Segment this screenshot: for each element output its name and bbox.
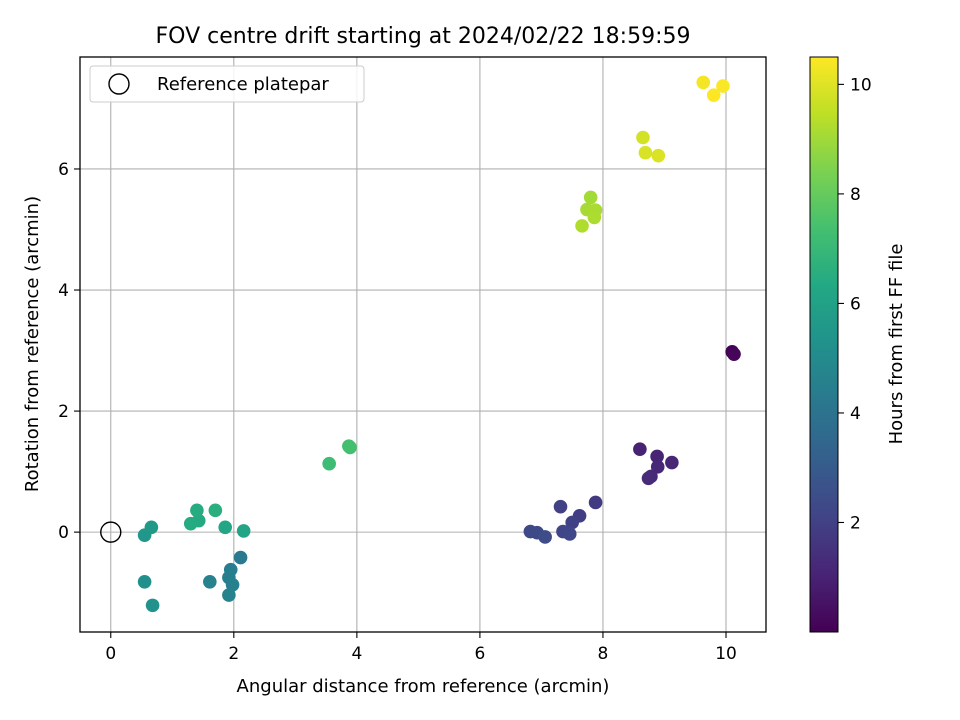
scatter-point: [553, 499, 568, 514]
scatter-point: [225, 577, 240, 592]
scatter-point: [208, 503, 223, 518]
x-axis-ticks: 0 2 4 6 8 10: [105, 632, 737, 664]
scatter-point: [706, 88, 721, 102]
x-tick-label: 4: [351, 644, 362, 664]
x-tick-label: 10: [715, 644, 737, 664]
chart-title: FOV centre drift starting at 2024/02/22 …: [156, 24, 691, 49]
scatter-point: [638, 145, 653, 160]
x-tick-label: 6: [474, 644, 485, 664]
legend-box: [89, 65, 365, 103]
scatter-point: [137, 574, 152, 589]
legend-marker-icon: [108, 73, 130, 95]
scatter-point: [636, 130, 650, 145]
colorbar-bar: [809, 56, 839, 633]
y-tick-label: 6: [58, 160, 69, 180]
scatter-point: [144, 520, 159, 535]
colorbar-tick-label: 10: [850, 75, 872, 95]
scatter-point: [190, 503, 204, 518]
y-axis-label: Rotation from reference (arcmin): [22, 196, 43, 492]
x-tick-label: 8: [598, 644, 609, 664]
colorbar-tick-label: 2: [850, 513, 861, 533]
scatter-point: [650, 449, 664, 464]
legend: Reference platepar: [89, 65, 365, 103]
x-axis-label: Angular distance from reference (arcmin): [237, 676, 610, 697]
scatter-point: [183, 516, 198, 531]
y-tick-label: 2: [58, 402, 69, 422]
scatter-point: [583, 190, 598, 205]
scatter-point: [696, 75, 711, 90]
y-axis-ticks: 0 2 4 6: [58, 160, 80, 543]
scatter-point: [203, 574, 217, 589]
y-tick-label: 0: [58, 523, 69, 543]
scatter-point: [641, 471, 656, 486]
colorbar-ticks: 2 4 6 8 10: [838, 75, 872, 533]
plot-grid: [80, 57, 766, 632]
scatter-point: [716, 79, 730, 93]
x-tick-label: 0: [105, 644, 116, 664]
scatter-point: [322, 456, 336, 471]
colorbar-label: Hours from first FF file: [886, 244, 907, 445]
scatter-point: [650, 459, 665, 474]
reference-platepar-marker: [100, 521, 122, 543]
reference-point-marker: [100, 521, 122, 543]
scatter-point: [562, 527, 577, 541]
scatter-point: [222, 588, 236, 602]
colorbar-tick-label: 6: [850, 294, 861, 314]
scatter-point: [727, 347, 741, 361]
scatter-point: [236, 524, 251, 538]
scatter-point: [575, 219, 589, 233]
x-tick-label: 2: [228, 644, 239, 664]
colorbar: 2 4 6 8 10 Hours from first FF file: [809, 56, 907, 633]
scatter-point: [565, 515, 579, 530]
y-tick-label: 4: [58, 281, 69, 301]
colorbar-tick-label: 4: [850, 404, 861, 424]
scatter-point: [651, 148, 666, 163]
scatter-point: [145, 598, 160, 613]
scatter-point: [587, 210, 602, 225]
plot-frame: [79, 56, 767, 633]
scatter-point: [233, 550, 248, 565]
scatter-point: [343, 440, 357, 455]
scatter-point: [538, 530, 552, 544]
scatter-point: [218, 520, 232, 535]
scatter-points: [137, 75, 741, 613]
scatter-point: [633, 442, 647, 457]
scatter-point: [588, 495, 603, 510]
scatter-point: [665, 455, 679, 470]
legend-entry-label: Reference platepar: [157, 74, 329, 95]
colorbar-tick-label: 8: [850, 185, 861, 205]
